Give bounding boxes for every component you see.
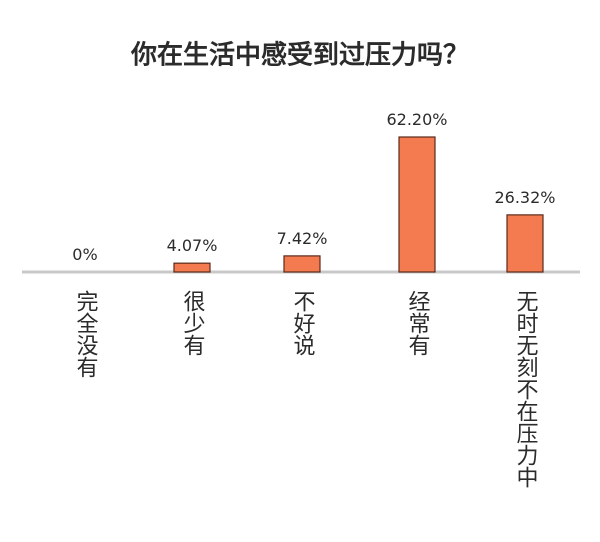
category-label: 很少有 [180,290,206,356]
value-label: 0% [72,245,97,264]
chart-title: 你在生活中感受到过压力吗？ [130,40,469,71]
category-label: 完全没有 [73,290,99,378]
bar [283,255,321,273]
category-label: 不好说 [290,290,316,356]
value-label: 26.32% [494,188,555,207]
category-label: 经常有 [405,290,431,356]
bar [398,136,436,273]
value-label: 7.42% [277,229,328,248]
value-label: 4.07% [167,236,218,255]
value-label: 62.20% [386,110,447,129]
bar [506,214,544,273]
bar [173,262,211,273]
category-label: 无时无刻不在压力中 [513,290,539,488]
